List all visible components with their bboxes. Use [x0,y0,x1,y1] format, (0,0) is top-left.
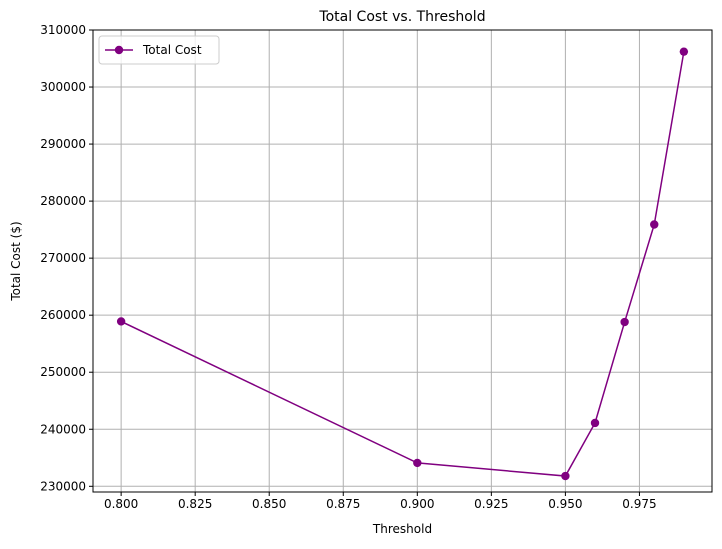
data-point [561,471,570,481]
x-axis-label: Threshold [372,522,432,536]
y-tick-label: 310000 [40,23,86,37]
y-tick-label: 300000 [40,80,86,94]
y-tick-label: 260000 [40,308,86,322]
x-tick-label: 0.975 [622,497,656,511]
legend-label: Total Cost [142,43,202,57]
x-tick-label: 0.950 [548,497,582,511]
plot-frame [92,29,713,493]
y-tick-label: 240000 [40,422,86,436]
y-tick-label: 230000 [40,479,86,493]
data-point [679,47,689,56]
data-point [116,317,126,326]
x-tick-label: 0.875 [326,497,360,511]
series-layer [116,47,689,481]
y-tick-label: 270000 [40,251,86,265]
y-axis-label: Total Cost ($) [9,221,23,301]
chart-title: Total Cost vs. Threshold [318,9,485,25]
x-tick-label: 0.800 [104,497,138,511]
data-point [620,317,629,327]
legend-marker-swatch [114,45,124,55]
x-tick-label: 0.925 [474,497,508,511]
series-line-total-cost [120,51,685,477]
grid-lines [93,29,712,492]
legend-box [98,35,220,65]
legend: Total Cost [98,35,220,65]
y-tick-label: 250000 [40,365,86,379]
x-tick-label: 0.825 [178,497,212,511]
x-tick-label: 0.900 [400,497,434,511]
data-point [413,458,422,468]
y-tick-label: 290000 [40,137,86,151]
data-point [590,418,600,428]
x-axis: 0.800 0.825 0.850 0.875 0.900 0.925 0.950 0.975 [104,492,657,511]
x-tick-label: 0.850 [252,497,286,511]
data-point [650,220,659,229]
y-tick-label: 280000 [40,194,86,208]
y-axis: 230000 240000 250000 260000 270000 280000 2900… [40,23,93,493]
